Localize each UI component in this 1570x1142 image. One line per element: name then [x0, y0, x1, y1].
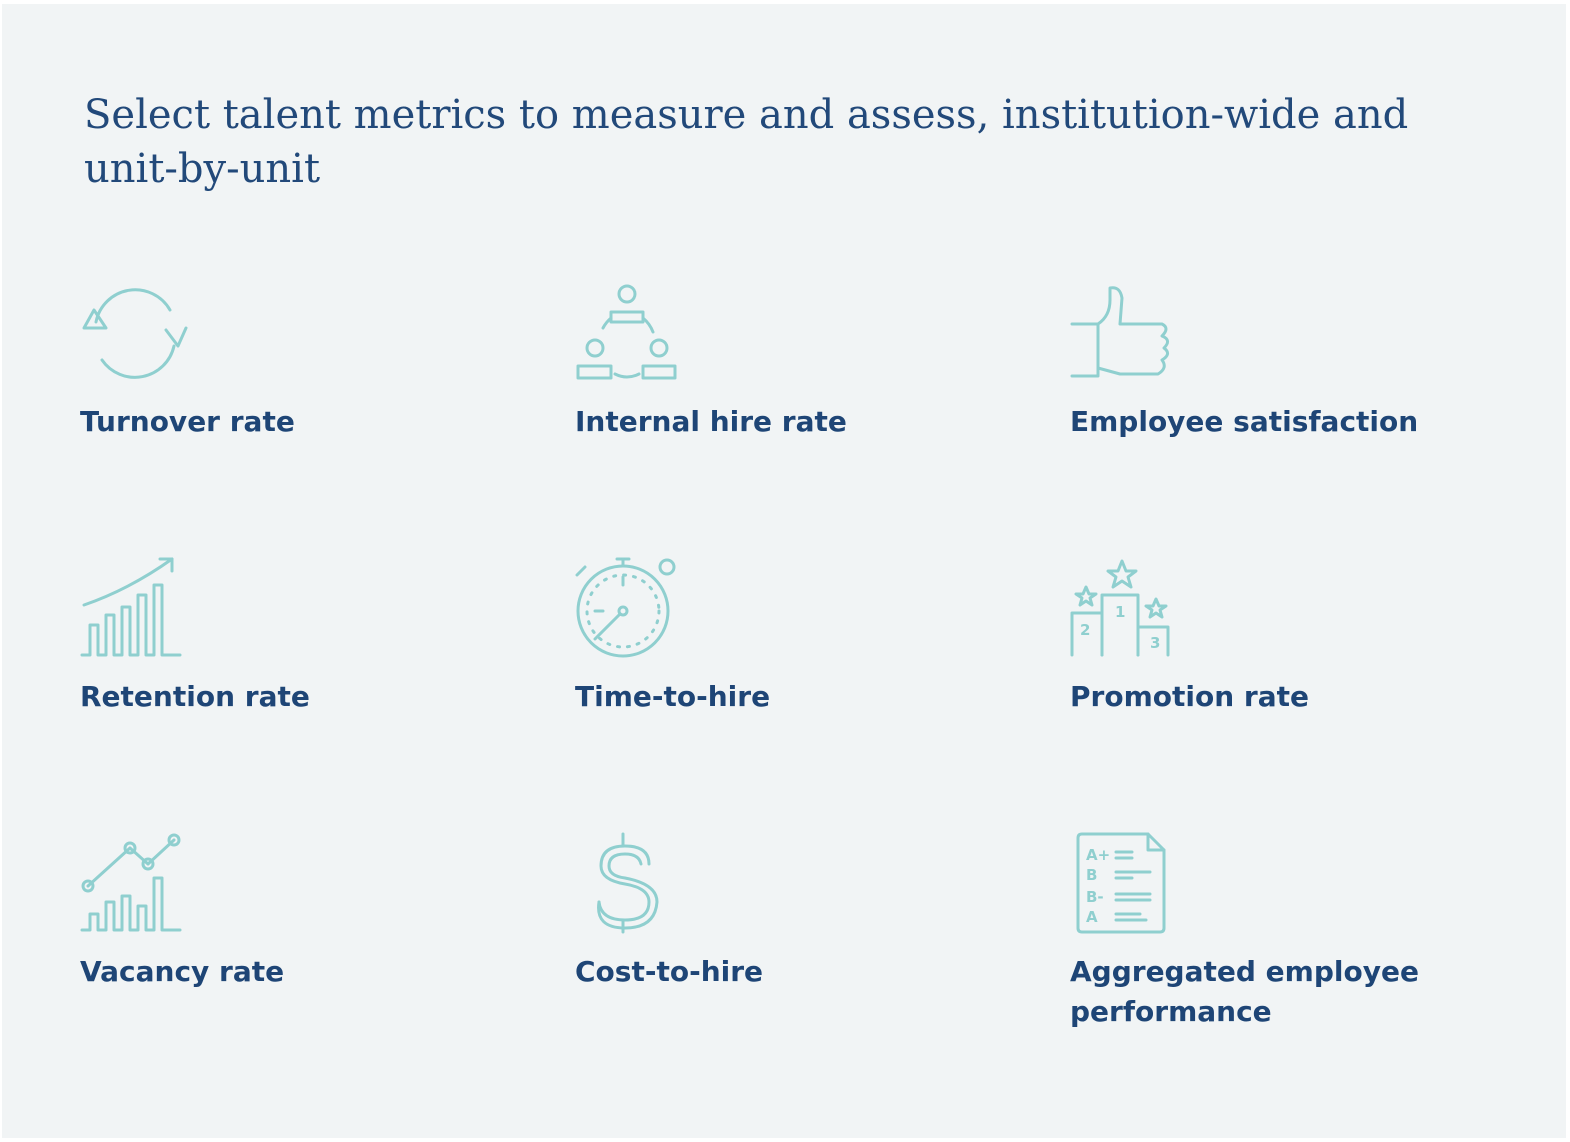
metric-card: A+ B B- A Aggregated employee performanc… — [1070, 830, 1490, 1028]
metric-card: Retention rate — [80, 555, 500, 713]
metric-label: Vacancy rate — [80, 955, 285, 988]
podium-icon: 2 1 3 — [1070, 559, 1170, 657]
internal-hire-icon — [576, 284, 677, 380]
metric-card: Vacancy rate — [80, 830, 500, 988]
thumbs-up-icon — [1070, 286, 1169, 378]
metric-label: Aggregated employee performance — [1070, 955, 1419, 1028]
metric-card: 2 1 3 Promotion rate — [1070, 555, 1490, 713]
metric-label: Internal hire rate — [575, 405, 847, 438]
metric-label: Cost-to-hire — [575, 955, 764, 988]
metric-label: Retention rate — [80, 680, 310, 713]
metric-card: Turnover rate — [80, 280, 500, 438]
turnover-icon — [82, 288, 188, 379]
metric-card: Employee satisfaction — [1070, 280, 1490, 438]
dollar-icon — [597, 832, 659, 934]
podium-number: 1 — [1115, 603, 1125, 621]
grade-text: B — [1086, 866, 1097, 884]
grade-text: A+ — [1086, 846, 1110, 864]
podium-number: 3 — [1150, 634, 1160, 652]
panel: Select talent metrics to measure and ass… — [2, 4, 1566, 1138]
retention-icon — [80, 557, 182, 657]
metric-label: Turnover rate — [80, 405, 295, 438]
metric-card: Cost-to-hire — [575, 830, 995, 988]
title: Select talent metrics to measure and ass… — [84, 92, 1409, 192]
metric-card: Time-to-hire — [575, 555, 995, 713]
podium-number: 2 — [1080, 621, 1090, 639]
stopwatch-icon — [575, 557, 676, 658]
metric-card: Internal hire rate — [575, 280, 995, 438]
grade-text: A — [1086, 908, 1098, 926]
metric-label: Employee satisfaction — [1070, 405, 1419, 438]
metric-label: Promotion rate — [1070, 680, 1309, 713]
grade-sheet-icon: A+ B B- A — [1076, 832, 1166, 934]
grade-text: B- — [1086, 888, 1104, 906]
metric-label: Time-to-hire — [575, 680, 771, 713]
vacancy-icon — [80, 833, 182, 932]
